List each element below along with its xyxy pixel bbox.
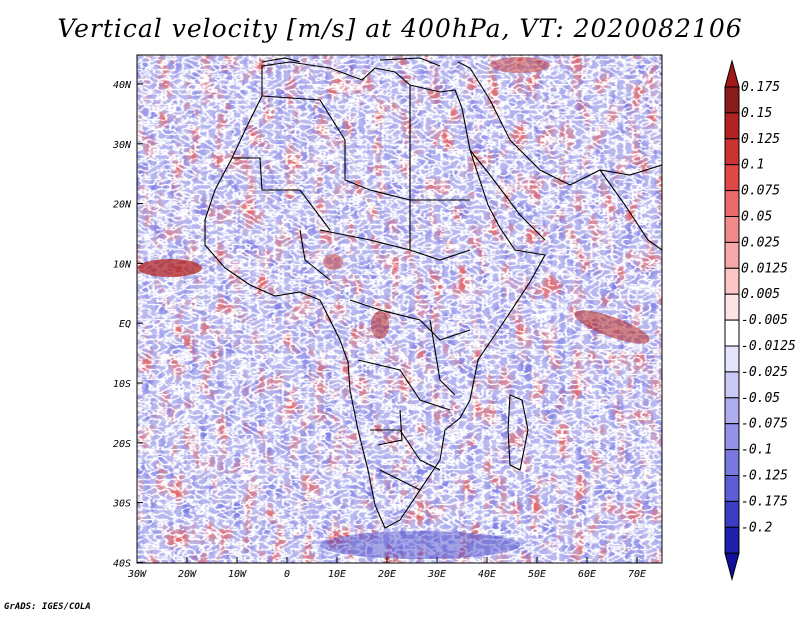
longitude-axis: 30W 20W 10W 0 10E 20E 30E 40E 50E 60E 70E <box>127 557 646 580</box>
lon-label: 20E <box>378 569 396 580</box>
colorbar-swatch <box>724 371 740 399</box>
colorbar-label: -0.2 <box>741 520 772 535</box>
colorbar-swatch <box>724 449 740 477</box>
colorbar-swatch <box>724 319 740 347</box>
colorbar: 0.175 0.15 0.125 0.1 0.075 0.05 0.025 0.0125 0.0… <box>724 59 796 582</box>
lat-label: 30S <box>112 499 131 510</box>
colorbar-swatch <box>724 241 740 269</box>
lat-label: 20S <box>113 439 131 450</box>
colorbar-label: -0.025 <box>741 365 788 380</box>
colorbar-swatch <box>724 345 740 373</box>
lat-label: 40S <box>113 558 131 569</box>
colorbar-label: 0.175 <box>741 80 780 95</box>
colorbar-swatch <box>724 423 740 451</box>
velocity-field <box>137 55 662 563</box>
colorbar-label: -0.1 <box>741 443 772 458</box>
lon-label: 0 <box>284 569 290 580</box>
lat-label: 30N <box>112 140 132 151</box>
colorbar-label: 0.075 <box>741 184 780 199</box>
lat-label: 10S <box>113 379 131 390</box>
colorbar-swatch <box>724 475 740 502</box>
colorbar-label: -0.175 <box>741 494 788 509</box>
map-title: Vertical velocity [m/s] at 400hPa, VT: 2… <box>57 14 743 43</box>
lat-label: 20N <box>113 200 132 211</box>
colorbar-label: 0.0125 <box>741 261 788 276</box>
colorbar-swatch <box>724 267 740 295</box>
coastlines <box>204 57 662 529</box>
colorbar-label: -0.075 <box>741 417 788 432</box>
lon-label: 30E <box>427 569 446 580</box>
colorbar-label: 0.125 <box>741 132 780 147</box>
lon-label: 30W <box>127 569 147 580</box>
colorbar-label: -0.0125 <box>741 339 796 354</box>
credit-label: GrADS: IGES/COLA <box>4 602 91 612</box>
colorbar-label: -0.05 <box>741 391 780 406</box>
lon-label: 70E <box>628 569 646 580</box>
colorbar-label: 0.025 <box>741 235 780 250</box>
latitude-axis: 40N 30N 20N 10N EQ 10S 20S 30S 40S <box>112 80 143 569</box>
plot-frame <box>136 54 663 564</box>
colorbar-top-arrow <box>724 59 740 88</box>
colorbar-swatch <box>724 164 740 192</box>
colorbar-label: 0.15 <box>741 106 772 121</box>
colorbar-bottom-arrow <box>724 552 740 582</box>
colorbar-swatch <box>724 293 740 321</box>
colorbar-swatch <box>724 112 740 140</box>
colorbar-label: 0.005 <box>741 287 780 302</box>
lat-label: 40N <box>113 80 132 91</box>
colorbar-swatch <box>724 138 740 166</box>
colorbar-label: 0.1 <box>741 158 764 173</box>
lat-label: 10N <box>113 259 132 270</box>
lon-label: 60E <box>578 569 596 580</box>
colorbar-swatch <box>724 526 740 554</box>
colorbar-swatch <box>724 190 740 218</box>
colorbar-label: 0.05 <box>741 210 772 225</box>
colorbar-label: -0.005 <box>741 313 788 328</box>
lon-label: 20W <box>178 569 197 580</box>
colorbar-label: -0.125 <box>741 469 788 484</box>
lon-label: 10E <box>328 569 346 580</box>
colorbar-swatch <box>724 397 740 425</box>
lon-label: 50E <box>528 569 546 580</box>
colorbar-swatch <box>724 216 740 243</box>
lon-label: 40E <box>478 569 496 580</box>
lat-label: EQ <box>119 319 131 330</box>
colorbar-swatch <box>724 86 740 114</box>
lon-label: 10W <box>228 569 247 580</box>
colorbar-swatch <box>724 500 740 528</box>
